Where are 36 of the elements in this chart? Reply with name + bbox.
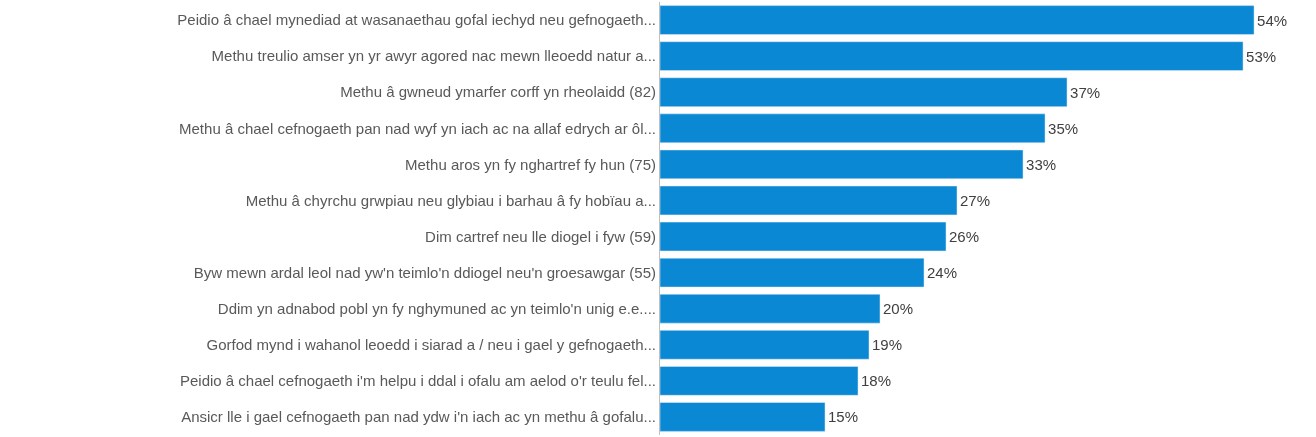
bar — [660, 402, 826, 432]
data-label: 26% — [949, 228, 980, 246]
data-label: 19% — [872, 336, 903, 354]
bar — [660, 41, 1244, 71]
bar — [660, 77, 1068, 107]
data-label: 27% — [960, 191, 991, 209]
bar — [660, 221, 947, 252]
y-tick-label: Ansicr lle i gael cefnogaeth pan nad ydw i'n iach ac yn methu â gofalu... — [181, 408, 656, 426]
data-label: 18% — [861, 372, 892, 390]
y-tick-label: Methu â gwneud ymarfer corff yn rheolaidd (82) — [340, 83, 656, 101]
data-label: 20% — [883, 300, 914, 318]
data-label: 24% — [927, 264, 958, 282]
bar — [660, 5, 1255, 35]
y-tick-label: Gorfod mynd i wahanol leoedd i siarad a / neu i gael y gefnogaeth... — [206, 336, 656, 354]
data-label: 15% — [828, 408, 859, 426]
y-tick-label: Methu aros yn fy nghartref fy hun (75) — [405, 155, 656, 173]
bar — [660, 257, 925, 288]
bar — [660, 294, 881, 324]
data-label: 33% — [1026, 155, 1057, 173]
y-tick-label: Peidio â chael cefnogaeth i'm helpu i ddal i ofalu am aelod o'r teulu fel... — [179, 372, 656, 390]
data-label: 35% — [1048, 119, 1079, 137]
y-tick-label: Methu treulio amser yn yr awyr agored nac mewn lleoedd natur a... — [211, 47, 656, 65]
bar — [660, 113, 1046, 143]
bar — [660, 366, 859, 396]
bar — [660, 149, 1024, 180]
bar — [660, 330, 870, 360]
y-tick-label: Peidio â chael mynediad at wasanaethau gofal iechyd neu gefnogaeth... — [177, 11, 656, 29]
y-tick-label: Byw mewn ardal leol nad yw'n teimlo'n ddiogel neu'n groesawgar (55) — [193, 263, 656, 281]
y-tick-label: Methu â chael cefnogaeth pan nad wyf yn iach ac na allaf edrych ar ôl... — [179, 119, 656, 137]
bar — [660, 185, 958, 216]
data-label: 37% — [1070, 83, 1101, 101]
y-tick-label: Methu â chyrchu grwpiau neu glybiau i barhau â fy hobïau a... — [245, 191, 656, 209]
y-tick-label: Ddim yn adnabod pobl yn fy nghymuned ac yn teimlo'n unig e.e.... — [217, 299, 656, 317]
data-label: 54% — [1257, 11, 1288, 29]
y-tick-label: Dim cartref neu lle diogel i fyw (59) — [425, 227, 656, 245]
data-label: 53% — [1246, 47, 1277, 65]
